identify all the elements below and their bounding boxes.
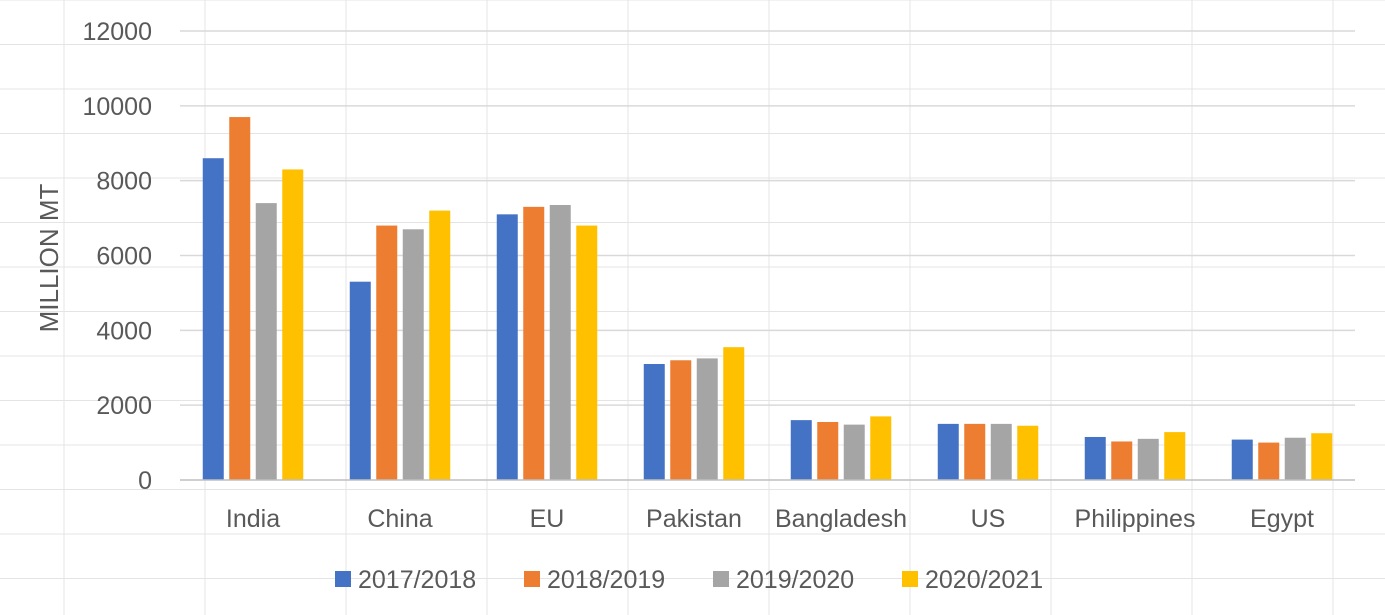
x-category-label: US [971,505,1006,533]
x-axis-category-labels: India China EU Pakistan Bangladesh US Philippi… [226,505,1314,533]
bar-eu-2018-2019 [523,206,545,480]
bar-egypt-2020-2021 [1311,433,1333,480]
bar-china-2019-2020 [402,229,424,480]
x-category-label: India [226,505,280,533]
legend-item: 2018/2019 [524,566,665,594]
bar-pakistan-2018-2019 [670,360,692,480]
x-category-label: Bangladesh [775,505,907,533]
bar-pakistan-2020-2021 [723,347,745,480]
x-category-label: Egypt [1250,505,1314,533]
x-category-label: EU [530,505,565,533]
bar-egypt-2018-2019 [1258,442,1280,480]
bar-pakistan-2017-2018 [643,364,665,480]
y-tick-label: 12000 [82,18,152,46]
legend-swatch [902,571,918,587]
legend-label: 2018/2019 [547,566,665,594]
bar-philippines-2019-2020 [1137,438,1159,480]
legend-item: 2017/2018 [335,566,476,594]
bar-india-2019-2020 [255,203,277,480]
y-tick-label: 6000 [96,243,152,271]
bar-bangladesh-2017-2018 [790,420,812,480]
bar-bangladesh-2018-2019 [817,422,839,480]
y-tick-label: 10000 [82,93,152,121]
bar-us-2020-2021 [1017,425,1039,480]
bar-bangladesh-2020-2021 [870,416,892,480]
bar-china-2020-2021 [429,210,451,480]
bar-pakistan-2019-2020 [696,358,718,480]
y-tick-label: 0 [138,467,152,495]
legend-label: 2017/2018 [358,566,476,594]
y-tick-label: 4000 [96,317,152,345]
bar-us-2017-2018 [937,423,959,480]
bar-india-2020-2021 [282,169,304,481]
y-tick-label: 8000 [96,168,152,196]
bar-us-2018-2019 [964,423,986,480]
bar-bangladesh-2019-2020 [843,424,865,480]
bar-china-2018-2019 [376,225,398,480]
bar-egypt-2017-2018 [1231,439,1253,480]
y-tick-label: 2000 [96,392,152,420]
legend: 2017/2018 2018/2019 2019/2020 2020/2021 [335,566,1043,594]
bar-china-2017-2018 [349,281,371,480]
bar-philippines-2017-2018 [1084,436,1106,480]
legend-swatch [335,571,351,587]
bar-india-2017-2018 [202,158,224,480]
y-axis-title: MILLION MT [34,183,64,332]
y-gridlines [180,30,1355,406]
bar-eu-2020-2021 [576,225,598,480]
bar-india-2018-2019 [229,117,251,480]
bar-us-2019-2020 [990,423,1012,480]
legend-label: 2020/2021 [925,566,1043,594]
bar-philippines-2020-2021 [1164,432,1186,480]
legend-swatch [713,571,729,587]
x-category-label: Philippines [1075,505,1196,533]
bar-series [202,117,1333,481]
legend-item: 2020/2021 [902,566,1043,594]
bar-philippines-2018-2019 [1111,441,1133,480]
bar-eu-2017-2018 [496,214,518,480]
x-category-label: Pakistan [646,505,742,533]
x-category-label: China [367,505,432,533]
legend-item: 2019/2020 [713,566,854,594]
bar-eu-2019-2020 [549,204,571,481]
legend-swatch [524,571,540,587]
bar-egypt-2019-2020 [1284,437,1306,480]
legend-label: 2019/2020 [736,566,854,594]
y-axis-ticks: 0 2000 4000 6000 8000 10000 12000 [82,18,152,495]
